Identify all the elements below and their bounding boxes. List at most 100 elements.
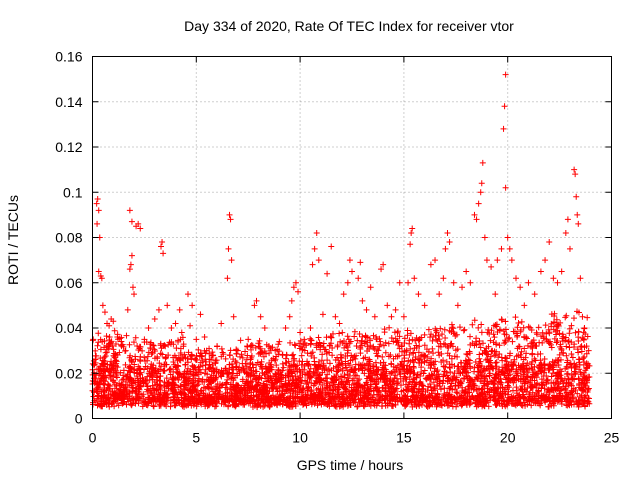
data-point [479,403,486,410]
data-point [230,356,237,363]
data-point [380,362,387,369]
data-point [144,365,151,372]
data-point [531,291,538,298]
data-point [537,400,544,407]
data-point [584,314,591,321]
data-point [229,370,236,377]
data-point [305,399,312,406]
data-point [543,330,550,337]
data-point [564,402,571,409]
data-point [112,390,119,397]
data-point [566,325,573,332]
data-point [273,379,280,386]
data-point [306,395,313,402]
data-point [92,347,99,354]
data-point [131,367,138,374]
data-point [205,401,212,408]
data-point [409,357,416,364]
data-point [307,388,314,395]
data-point [118,393,125,400]
data-point [222,355,229,362]
data-point [94,196,101,203]
data-point [558,268,565,275]
data-point [321,385,328,392]
data-point [490,331,497,338]
data-point [248,371,255,378]
data-point [557,341,564,348]
data-point [396,345,403,352]
data-point [501,340,508,347]
data-point [548,344,555,351]
data-point [510,361,517,368]
data-point [323,348,330,355]
data-point [364,384,371,391]
data-point [549,364,556,371]
data-point [585,398,592,405]
data-point [562,334,569,341]
data-point [288,369,295,376]
data-point [438,402,445,409]
data-point [525,323,532,330]
data-point [351,328,358,335]
data-point [477,369,484,376]
data-point [118,342,125,349]
data-point [430,350,437,357]
data-point [471,382,478,389]
data-point [576,376,583,383]
data-point [199,376,206,383]
data-point [292,375,299,382]
data-point [326,387,333,394]
data-point [397,382,404,389]
data-point [386,388,393,395]
data-point [442,245,449,252]
data-point [124,391,131,398]
data-point [255,340,262,347]
data-point [580,336,587,343]
data-point [392,372,399,379]
data-point [95,268,102,275]
data-point [147,390,154,397]
data-point [376,335,383,342]
data-point [447,340,454,347]
data-point [155,397,162,404]
data-point [95,339,102,346]
x-tick-label: 25 [604,430,620,446]
data-point [253,297,260,304]
data-point [529,373,536,380]
data-point [395,342,402,349]
data-point [354,337,361,344]
data-point [578,384,585,391]
data-point [340,384,347,391]
data-point [551,319,558,326]
data-point [306,374,313,381]
data-point [167,340,174,347]
data-point [214,387,221,394]
data-point [289,352,296,359]
data-point [163,375,170,382]
data-point [280,397,287,404]
data-point [529,383,536,390]
data-point [382,349,389,356]
data-point [566,361,573,368]
data-point [381,379,388,386]
data-point [256,399,263,406]
data-point [127,261,134,268]
data-point [425,383,432,390]
data-point [406,351,413,358]
data-point [295,288,302,295]
data-point [507,396,514,403]
data-point [179,390,186,397]
data-point [442,335,449,342]
data-point [159,239,166,246]
data-point [581,369,588,376]
data-point [408,399,415,406]
data-point [128,218,135,225]
data-point [513,384,520,391]
data-point [312,399,319,406]
data-point [518,372,525,379]
data-point [518,348,525,355]
data-point [466,350,473,357]
data-point [151,315,158,322]
data-point [416,386,423,393]
data-point [248,346,255,353]
